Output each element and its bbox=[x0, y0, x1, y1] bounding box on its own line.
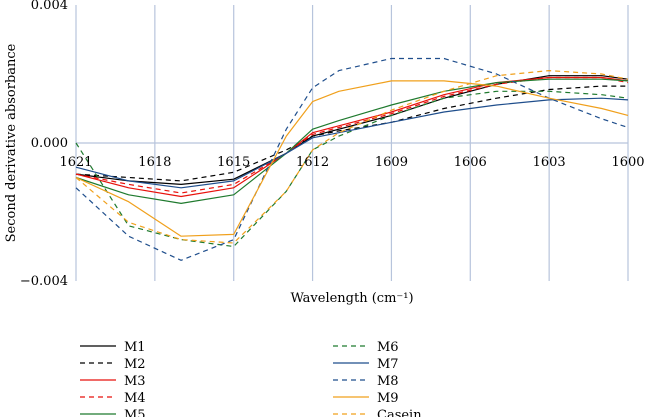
series-line-m1 bbox=[75, 75, 629, 185]
legend-label-m9: M9 bbox=[377, 391, 399, 406]
legend-label-m7: M7 bbox=[377, 357, 399, 372]
x-tick-label: 1603 bbox=[533, 155, 566, 170]
legend-label-m5: M5 bbox=[124, 408, 146, 417]
legend-label-m3: M3 bbox=[124, 374, 146, 389]
legend-label-m8: M8 bbox=[377, 374, 399, 389]
x-tick-label: 1609 bbox=[375, 155, 408, 170]
legend-label-m4: M4 bbox=[124, 391, 146, 406]
series-line-m3 bbox=[75, 76, 629, 198]
x-tick-labels: 1621 1618 1615 1612 1609 1606 1603 1600 bbox=[59, 155, 644, 170]
x-tick-label: 1612 bbox=[296, 155, 329, 170]
x-tick-label: 1606 bbox=[454, 155, 487, 170]
x-tick-label: 1618 bbox=[138, 155, 171, 170]
y-tick-label: 0.004 bbox=[31, 0, 68, 13]
series-line-m7 bbox=[75, 97, 629, 189]
series-line-m9 bbox=[75, 80, 629, 237]
series-lines bbox=[75, 57, 629, 261]
x-tick-label: 1615 bbox=[217, 155, 250, 170]
legend-label-casein: Casein bbox=[377, 408, 422, 417]
x-tick-label: 1600 bbox=[611, 155, 644, 170]
legend-label-m1: M1 bbox=[124, 340, 146, 355]
series-line-m2 bbox=[75, 85, 628, 182]
legend-label-m2: M2 bbox=[124, 357, 146, 372]
series-line-m5 bbox=[75, 78, 629, 204]
y-tick-label: −0.004 bbox=[20, 274, 68, 289]
series-line-casein bbox=[75, 69, 629, 244]
legend-label-m6: M6 bbox=[377, 340, 399, 355]
y-tick-labels: 0.004 0.000 −0.004 bbox=[20, 0, 68, 289]
series-line-m4 bbox=[75, 76, 629, 194]
x-tick-label: 1621 bbox=[59, 155, 92, 170]
y-tick-label: 0.000 bbox=[31, 136, 68, 151]
y-axis-label: Second derivative absorbance bbox=[4, 43, 19, 242]
legend: M1 M2 M3 M4 M5 M6 M7 M8 M9 Casein bbox=[80, 340, 422, 417]
x-axis-label: Wavelength (cm⁻¹) bbox=[290, 291, 413, 306]
series-line-m6 bbox=[75, 90, 629, 248]
